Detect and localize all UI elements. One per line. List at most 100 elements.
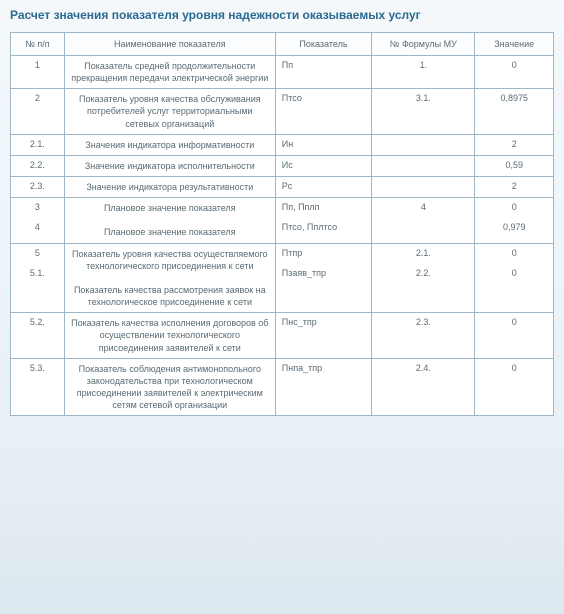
cell-indicator: Ин bbox=[275, 134, 371, 155]
cell-text: 3.1. bbox=[416, 93, 431, 103]
cell-text: Пп bbox=[282, 60, 293, 70]
cell-text: 5.2. bbox=[30, 317, 45, 327]
cell-text: 2.2. bbox=[416, 268, 431, 278]
cell-formula bbox=[372, 134, 475, 155]
table-row: 2.2. Значение индикатора исполнительности… bbox=[11, 155, 554, 176]
cell-name: Показатель качества исполнения договоров… bbox=[64, 313, 275, 358]
cell-text: Значения индикатора информативности bbox=[85, 140, 254, 150]
cell-name: Показатель соблюдения антимонопольного з… bbox=[64, 358, 275, 416]
cell-value: 0,8975 bbox=[475, 89, 554, 134]
cell-num: 2 bbox=[11, 89, 65, 134]
cell-text: Показатель соблюдения антимонопольного з… bbox=[77, 364, 263, 410]
cell-value: 2 bbox=[475, 134, 554, 155]
table-row: 5.3. Показатель соблюдения антимонопольно… bbox=[11, 358, 554, 416]
cell-text: Птпр bbox=[282, 248, 302, 258]
cell-value: 00 bbox=[475, 243, 554, 313]
cell-indicator: Пп, ПплпПтсо, Пплтсо bbox=[275, 198, 371, 243]
cell-text: 0 bbox=[512, 60, 517, 70]
cell-text: 2.3. bbox=[30, 181, 45, 191]
cell-text: Показатель качества рассмотрения заявок … bbox=[74, 285, 266, 307]
cell-text: Значение индикатора исполнительности bbox=[85, 161, 255, 171]
cell-name: Показатель уровня качества осуществляемо… bbox=[64, 243, 275, 313]
col-header-ind: Показатель bbox=[275, 33, 371, 56]
cell-name: Показатель средней продолжительности пре… bbox=[64, 56, 275, 89]
cell-text: Показатель уровня качества обслуживания … bbox=[79, 94, 261, 128]
cell-text: 5 bbox=[35, 248, 40, 258]
cell-text: Птсо, Пплтсо bbox=[282, 222, 337, 232]
cell-text: 1. bbox=[420, 60, 428, 70]
cell-indicator: Ис bbox=[275, 155, 371, 176]
cell-text: 2 bbox=[512, 139, 517, 149]
cell-text: 4 bbox=[421, 202, 426, 212]
table-header-row: № п/п Наименование показателя Показатель… bbox=[11, 33, 554, 56]
cell-text: 2.1. bbox=[416, 248, 431, 258]
cell-text: 3 bbox=[35, 202, 40, 212]
cell-text: 2.1. bbox=[30, 139, 45, 149]
cell-num: 2.1. bbox=[11, 134, 65, 155]
cell-text: Плановое значение показателя bbox=[104, 203, 236, 213]
cell-text: 0,8975 bbox=[500, 93, 528, 103]
cell-text: 0 bbox=[512, 363, 517, 373]
col-header-val: Значение bbox=[475, 33, 554, 56]
cell-name: Значение индикатора результативности bbox=[64, 176, 275, 197]
cell-text: 5.3. bbox=[30, 363, 45, 373]
cell-num: 2.2. bbox=[11, 155, 65, 176]
cell-text: Ин bbox=[282, 139, 293, 149]
cell-text: Плановое значение показателя bbox=[104, 227, 236, 237]
cell-value: 0 bbox=[475, 358, 554, 416]
col-header-name: Наименование показателя bbox=[64, 33, 275, 56]
cell-formula: 1. bbox=[372, 56, 475, 89]
cell-text: 2 bbox=[35, 93, 40, 103]
cell-formula: 3.1. bbox=[372, 89, 475, 134]
cell-text: 2.2. bbox=[30, 160, 45, 170]
cell-value: 0 0,979 bbox=[475, 198, 554, 243]
table-row: 2.3. Значение индикатора результативности… bbox=[11, 176, 554, 197]
cell-indicator: Птпр Пзаяв_тпр bbox=[275, 243, 371, 313]
cell-name: Показатель уровня качества обслуживания … bbox=[64, 89, 275, 134]
cell-text: 0 bbox=[512, 248, 517, 258]
cell-indicator: Пп bbox=[275, 56, 371, 89]
cell-value: 0 bbox=[475, 56, 554, 89]
cell-text: 1 bbox=[35, 60, 40, 70]
col-header-num: № п/п bbox=[11, 33, 65, 56]
cell-text: Птсо bbox=[282, 93, 302, 103]
cell-text: Показатель уровня качества осуществляемо… bbox=[72, 249, 268, 271]
cell-formula bbox=[372, 176, 475, 197]
cell-text: 0,979 bbox=[503, 222, 526, 232]
cell-text: 2 bbox=[512, 181, 517, 191]
cell-formula: 2.4. bbox=[372, 358, 475, 416]
cell-indicator: Пнс_тпр bbox=[275, 313, 371, 358]
cell-value: 0,59 bbox=[475, 155, 554, 176]
cell-name: Значение индикатора исполнительности bbox=[64, 155, 275, 176]
table-row: 2 Показатель уровня качества обслуживания… bbox=[11, 89, 554, 134]
cell-num: 34 bbox=[11, 198, 65, 243]
cell-text: 4 bbox=[35, 222, 40, 232]
cell-formula bbox=[372, 155, 475, 176]
cell-num: 1 bbox=[11, 56, 65, 89]
cell-text: 5.1. bbox=[30, 268, 45, 278]
cell-name: Значения индикатора информативности bbox=[64, 134, 275, 155]
cell-num: 5 5.1. bbox=[11, 243, 65, 313]
cell-text: Ис bbox=[282, 160, 293, 170]
cell-text: Пнпа_тпр bbox=[282, 363, 322, 373]
table-row: 5.2. Показатель качества исполнения догов… bbox=[11, 313, 554, 358]
table-row: 5 5.1. Показатель уровня качества осуществ… bbox=[11, 243, 554, 313]
cell-text: 0 bbox=[512, 317, 517, 327]
cell-text: Пзаяв_тпр bbox=[282, 268, 326, 278]
cell-text: 0 bbox=[512, 202, 517, 212]
cell-indicator: Пнпа_тпр bbox=[275, 358, 371, 416]
cell-formula: 2.3. bbox=[372, 313, 475, 358]
cell-indicator: Рс bbox=[275, 176, 371, 197]
cell-num: 5.2. bbox=[11, 313, 65, 358]
page-title: Расчет значения показателя уровня надежн… bbox=[10, 8, 554, 22]
cell-num: 2.3. bbox=[11, 176, 65, 197]
col-header-form: № Формулы МУ bbox=[372, 33, 475, 56]
table-row: 34Плановое значение показателяПлановое з… bbox=[11, 198, 554, 243]
cell-text: 2.3. bbox=[416, 317, 431, 327]
cell-text: Рс bbox=[282, 181, 293, 191]
cell-text: Показатель качества исполнения договоров… bbox=[71, 318, 268, 352]
cell-formula: 4 bbox=[372, 198, 475, 243]
table-row: 1 Показатель средней продолжительности пр… bbox=[11, 56, 554, 89]
cell-text: 2.4. bbox=[416, 363, 431, 373]
cell-text: 0,59 bbox=[505, 160, 523, 170]
